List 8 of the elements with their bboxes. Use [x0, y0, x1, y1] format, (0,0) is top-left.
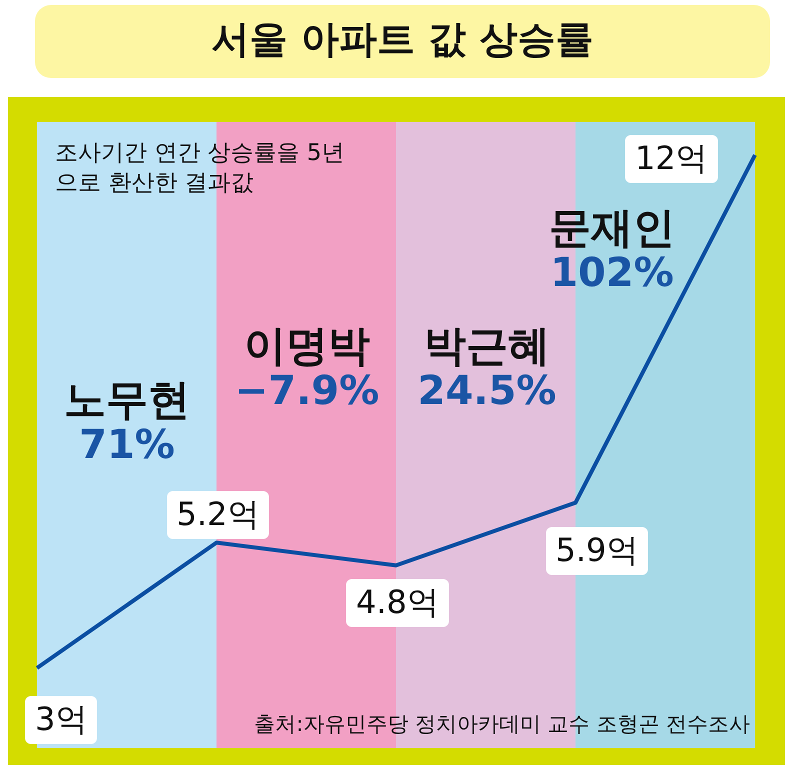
data-label: 3억 — [25, 696, 98, 744]
source-note: 출처:자유민주당 정치아카데미 교수 조형곤 전수조사 — [254, 711, 750, 738]
data-label: 4.8억 — [346, 579, 449, 628]
data-label: 12억 — [625, 135, 718, 183]
annotation: 조사기간 연간 상승률을 5년으로 환산한 결과값 — [55, 139, 346, 198]
data-label: 5.9억 — [546, 526, 648, 575]
data-label: 5.2억 — [166, 490, 270, 539]
chart-title: 서울 아파트 값 상승률 — [210, 16, 594, 63]
